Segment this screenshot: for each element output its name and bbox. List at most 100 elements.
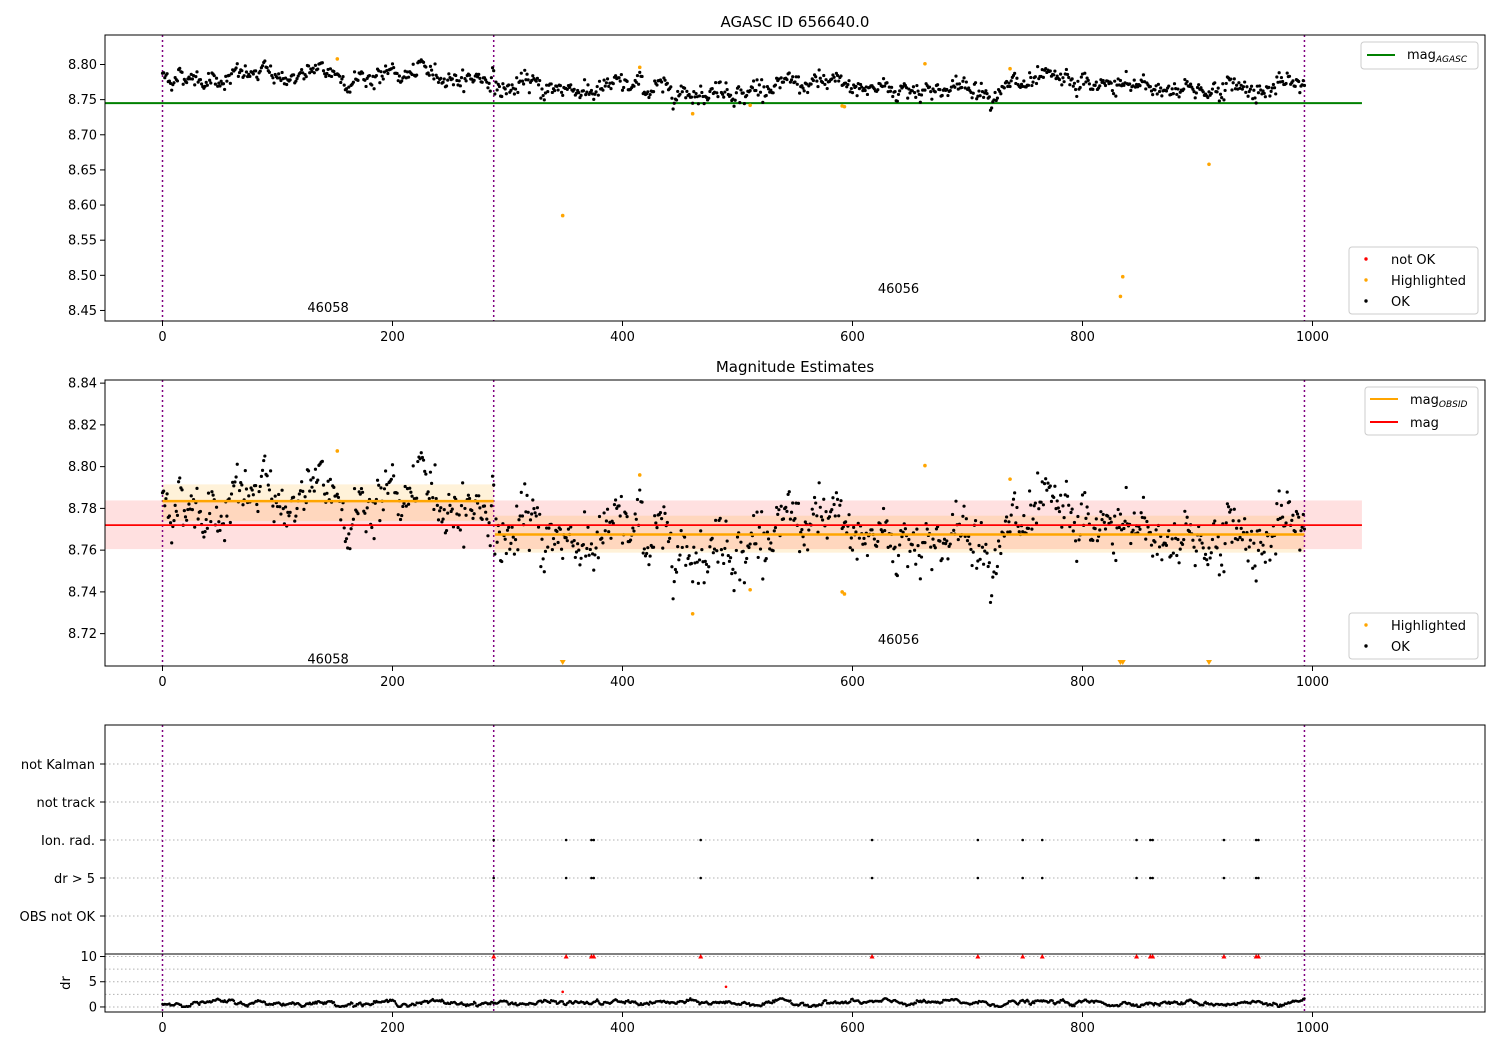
ok-point [533,511,537,515]
ok-point [1301,79,1305,83]
ok-point [507,525,511,530]
ok-point [687,554,691,558]
ok-point [833,79,837,83]
ok-point [240,69,244,73]
ok-point [929,545,933,549]
ok-point [1253,96,1257,100]
ok-point [923,541,927,545]
ok-point [243,64,247,68]
ok-point [915,527,919,531]
ok-point [760,510,764,514]
ok-point [477,72,481,76]
ok-point [293,519,297,523]
ok-point [190,508,194,512]
ok-point [459,504,464,508]
ok-point [539,564,543,569]
ok-point [446,511,450,515]
ok-point [660,80,664,84]
ok-point [1055,499,1059,503]
ok-point [596,93,600,97]
ok-point [364,530,368,534]
ok-point [1155,552,1159,556]
ok-point [1224,521,1228,525]
ok-point [999,92,1003,96]
dr-point [1027,1000,1030,1003]
ok-point [720,92,725,96]
ok-point [1063,493,1067,497]
y-tick-label: 8.55 [68,234,97,249]
ok-point [933,90,937,94]
ok-point [545,83,549,87]
dr-point [246,1005,249,1008]
dr-point [1006,1001,1010,1005]
ok-point [609,536,613,540]
ok-point [1213,519,1217,523]
ok-point [1201,546,1205,550]
ok-point [332,485,336,489]
ok-point [775,505,779,510]
ok-point [715,91,719,95]
ok-point [433,62,437,66]
flag-point [1222,838,1226,842]
ok-point [336,495,341,500]
ok-point [206,491,211,495]
ok-point [233,480,237,484]
ok-point [486,534,490,538]
dr-point [821,1001,824,1005]
ok-point [364,84,368,89]
ok-point [637,82,641,86]
ok-point [1131,528,1135,532]
ok-point [961,514,965,518]
ok-point [662,505,666,509]
dr-overflow-marker [563,954,569,959]
ok-point [298,71,303,75]
ok-point [540,537,544,541]
ok-point [538,512,542,516]
ok-point [931,537,935,541]
ok-point [1241,85,1246,89]
ok-point [671,107,675,111]
ok-point [363,78,367,82]
ok-point [372,537,376,541]
ok-point [1157,545,1162,549]
ok-point [708,545,712,549]
ok-point [351,80,355,84]
ok-point [614,498,618,502]
ok-point [642,547,646,551]
ok-point [1220,563,1224,567]
ok-point [356,78,360,82]
ok-point [723,90,727,94]
ok-point [1076,79,1080,83]
ok-point [1249,84,1254,88]
obsid-label: 46056 [878,633,919,648]
ok-point [1199,86,1203,90]
ok-point [522,82,526,86]
ok-point [1207,546,1211,550]
ok-point [1053,484,1057,488]
ok-point [272,520,276,524]
dr-point [976,1001,980,1005]
ok-point [408,486,412,490]
ok-point [1067,503,1071,507]
ok-point [701,94,705,99]
ok-point [725,87,729,92]
flag-category-label: dr > 5 [54,872,95,887]
ok-point [1220,96,1224,100]
ok-point [260,64,265,68]
ok-point [764,93,768,98]
ok-point [451,83,456,87]
ok-point [645,551,649,556]
ok-point [634,80,638,84]
ok-point [1080,493,1085,497]
ok-point [1194,91,1198,95]
ok-point [542,570,546,574]
highlighted-point [560,213,565,218]
ok-point [312,489,316,493]
ok-point [856,521,860,525]
dr-red-point [561,990,564,994]
dr-point [1135,1003,1138,1006]
ok-point [784,505,788,509]
ok-point [1060,83,1064,87]
dr-point [198,1003,201,1006]
ok-point [344,537,349,541]
